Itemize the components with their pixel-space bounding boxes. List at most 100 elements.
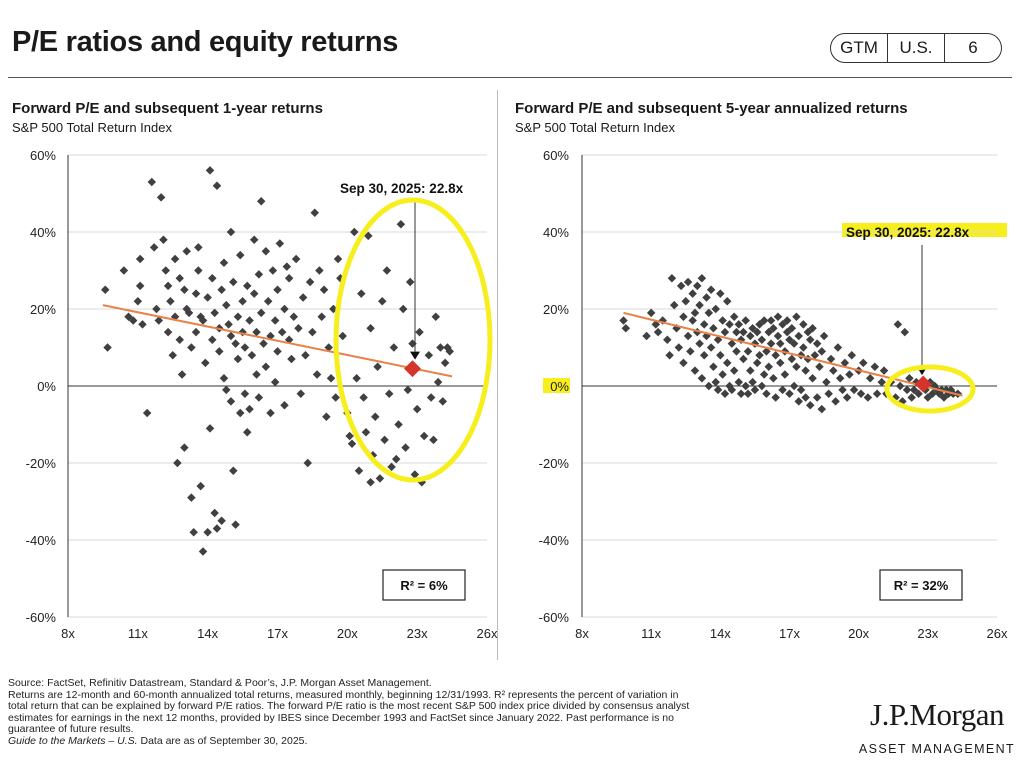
left-data-point (419, 431, 429, 441)
right-trendline (623, 311, 963, 397)
right-data-point (831, 397, 840, 406)
right-data-point (806, 401, 815, 410)
right-data-point (782, 316, 792, 325)
header-rule (8, 77, 1012, 78)
right-data-point (706, 285, 716, 294)
right-data-point (893, 320, 903, 329)
right-data-point (683, 277, 693, 287)
right-x-tick-label: 26x (987, 626, 1008, 641)
right-data-point (806, 335, 815, 345)
right-annotation-label: Sep 30, 2025: 22.8x (846, 225, 970, 240)
right-data-point (727, 385, 737, 395)
left-data-point (245, 316, 254, 325)
left-data-point (138, 320, 147, 329)
right-data-point (812, 339, 822, 348)
left-data-point (205, 166, 215, 175)
left-data-point (240, 389, 250, 398)
left-data-point (268, 266, 278, 275)
right-data-point (755, 350, 764, 360)
left-data-point (249, 289, 259, 298)
footnote-line-2: Returns are 12-month and 60-month annual… (8, 688, 679, 701)
left-data-point (352, 374, 361, 383)
footnote-line-3: total return that can be explained by fo… (8, 700, 690, 712)
right-data-point (729, 312, 739, 321)
right-y-tick-label: -20% (539, 456, 570, 471)
left-data-point (305, 277, 315, 287)
right-data-point (723, 358, 732, 368)
right-data-point (801, 393, 810, 402)
left-data-point (226, 331, 236, 341)
right-data-point (709, 362, 718, 371)
right-r-squared-box (879, 569, 963, 601)
left-data-point (424, 350, 434, 360)
right-data-point (840, 358, 850, 368)
left-data-point (345, 431, 354, 441)
left-data-point (135, 254, 145, 264)
right-data-point (750, 385, 760, 395)
right-data-point (752, 327, 762, 337)
left-data-point (217, 285, 226, 294)
left-data-point (222, 385, 231, 395)
right-x-tick-label: 11x (641, 626, 661, 641)
left-data-point (149, 243, 159, 252)
left-data-point (429, 435, 438, 445)
left-data-point (198, 547, 208, 556)
left-data-point (224, 320, 233, 329)
right-data-point (676, 281, 686, 291)
left-data-point (101, 285, 110, 294)
footnote-line-4: estimates for earnings in the next 12 mo… (8, 711, 674, 724)
left-r-squared-label: R² = 6% (400, 578, 448, 593)
right-data-point (746, 366, 755, 375)
right-data-point (706, 343, 716, 352)
right-data-point (776, 358, 785, 368)
left-x-tick-label: 8x (61, 626, 75, 641)
left-data-point (163, 327, 173, 337)
right-data-point (808, 374, 817, 383)
left-data-point (249, 235, 259, 244)
left-data-point (394, 420, 403, 429)
right-data-point (729, 366, 739, 375)
left-data-point (161, 266, 171, 275)
left-data-point (410, 470, 420, 479)
left-data-point (242, 427, 252, 437)
right-data-point (734, 377, 744, 387)
right-data-point (642, 331, 651, 341)
right-data-point (799, 343, 808, 352)
left-data-point (254, 393, 264, 402)
left-data-point (196, 481, 205, 491)
right-chart-subtitle: S&P 500 Total Return Index (515, 120, 675, 135)
left-data-point (210, 508, 219, 518)
left-data-point (398, 304, 408, 314)
left-data-point (401, 443, 410, 452)
right-data-point (789, 339, 799, 348)
left-data-point (236, 408, 245, 418)
left-data-point (133, 297, 143, 306)
left-data-point (350, 227, 359, 237)
right-data-point (792, 312, 801, 321)
left-data-point (366, 324, 375, 333)
left-data-point (180, 285, 189, 294)
right-data-point (695, 300, 704, 310)
left-data-point (322, 412, 331, 422)
left-data-point (436, 343, 445, 352)
left-data-point (319, 285, 329, 294)
right-data-point (856, 389, 866, 398)
right-data-point (822, 377, 831, 387)
right-y-tick-label: -40% (539, 533, 570, 548)
right-data-point (794, 397, 803, 406)
right-data-point (732, 347, 741, 356)
right-data-point (771, 393, 780, 402)
left-data-point (415, 327, 424, 337)
left-data-point (291, 254, 301, 264)
left-chart-title: Forward P/E and subsequent 1-year return… (12, 100, 323, 117)
left-data-point (333, 254, 343, 264)
left-data-point (338, 331, 347, 341)
left-current-point (404, 360, 421, 378)
right-y-tick-label: 40% (543, 225, 569, 240)
left-data-point (198, 316, 208, 325)
right-data-point (769, 374, 778, 383)
left-x-tick-label: 26x (477, 626, 498, 641)
left-data-point (308, 327, 317, 337)
right-data-point (766, 316, 776, 325)
